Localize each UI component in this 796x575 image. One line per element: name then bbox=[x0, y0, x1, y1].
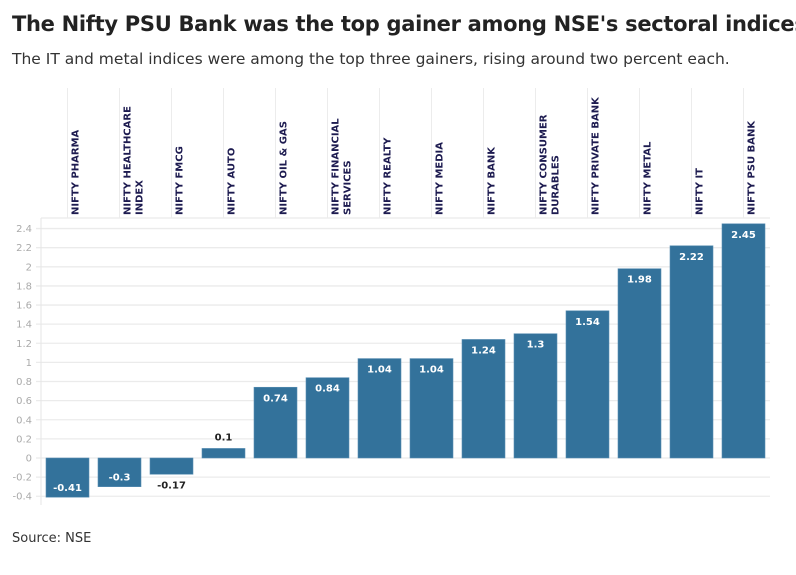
bar bbox=[721, 223, 766, 459]
data-label: 1.24 bbox=[471, 345, 496, 356]
y-tick-label: 0.8 bbox=[16, 377, 32, 388]
bar bbox=[201, 448, 246, 459]
category-label: NIFTY METAL bbox=[643, 141, 654, 215]
category-label: NIFTY PRIVATE BANK bbox=[591, 96, 602, 215]
bar bbox=[357, 358, 402, 459]
y-tick-label: 0.2 bbox=[16, 434, 32, 445]
data-label: 2.22 bbox=[679, 252, 704, 263]
y-tick-label: 1.6 bbox=[16, 301, 32, 312]
y-tick-label: 2 bbox=[26, 262, 32, 273]
y-tick-label: 2.2 bbox=[16, 243, 32, 254]
category-label: NIFTY CONSUMERDURABLES bbox=[539, 114, 562, 215]
data-label: 1.04 bbox=[419, 365, 444, 376]
category-label: NIFTY AUTO bbox=[227, 148, 238, 215]
y-tick-label: -0.4 bbox=[12, 492, 32, 503]
source-note: Source: NSE bbox=[12, 531, 92, 546]
category-label: NIFTY REALTY bbox=[383, 137, 394, 215]
bar bbox=[45, 457, 90, 498]
y-tick-label: 2.4 bbox=[16, 224, 32, 235]
y-tick-label: 0.4 bbox=[16, 415, 32, 426]
data-label: 0.1 bbox=[215, 432, 233, 443]
y-tick-label: 1.4 bbox=[16, 320, 32, 331]
category-label: NIFTY FINANCIALSERVICES bbox=[331, 118, 354, 215]
category-label: NIFTY BANK bbox=[487, 146, 498, 215]
bar bbox=[669, 245, 714, 459]
y-tick-label: 1 bbox=[26, 358, 32, 369]
data-label: -0.3 bbox=[109, 473, 131, 484]
category-label: NIFTY HEALTHCAREINDEX bbox=[123, 106, 146, 215]
category-label: NIFTY PSU BANK bbox=[747, 120, 758, 215]
category-label: NIFTY OIL & GAS bbox=[279, 121, 290, 215]
data-label: 0.84 bbox=[315, 384, 340, 395]
y-tick-label: 1.8 bbox=[16, 281, 32, 292]
category-label: NIFTY PHARMA bbox=[71, 129, 82, 215]
bar bbox=[409, 358, 454, 459]
data-label: 1.54 bbox=[575, 317, 600, 328]
data-label: 0.74 bbox=[263, 393, 288, 404]
y-tick-label: 1.2 bbox=[16, 339, 32, 350]
data-label: 1.3 bbox=[527, 340, 545, 351]
y-tick-label: -0.2 bbox=[12, 473, 32, 484]
bar bbox=[617, 268, 662, 459]
chart-title: The Nifty PSU Bank was the top gainer am… bbox=[12, 12, 796, 36]
category-label: NIFTY MEDIA bbox=[435, 142, 446, 215]
bar bbox=[253, 386, 298, 459]
data-label: 2.45 bbox=[731, 230, 756, 241]
y-tick-label: 0.6 bbox=[16, 396, 32, 407]
data-label: 1.04 bbox=[367, 365, 392, 376]
bar bbox=[461, 339, 506, 459]
y-tick-label: 0 bbox=[26, 454, 32, 465]
data-label: -0.17 bbox=[157, 480, 186, 491]
data-label: 1.98 bbox=[627, 275, 652, 286]
category-label: NIFTY FMCG bbox=[175, 146, 186, 215]
data-label: -0.41 bbox=[53, 483, 82, 494]
bar bbox=[305, 377, 350, 459]
category-label: NIFTY IT bbox=[695, 168, 706, 215]
chart-subtitle: The IT and metal indices were among the … bbox=[12, 50, 730, 68]
bar bbox=[149, 457, 194, 475]
bar bbox=[513, 333, 558, 459]
bar bbox=[565, 310, 610, 459]
bar bbox=[97, 457, 142, 487]
